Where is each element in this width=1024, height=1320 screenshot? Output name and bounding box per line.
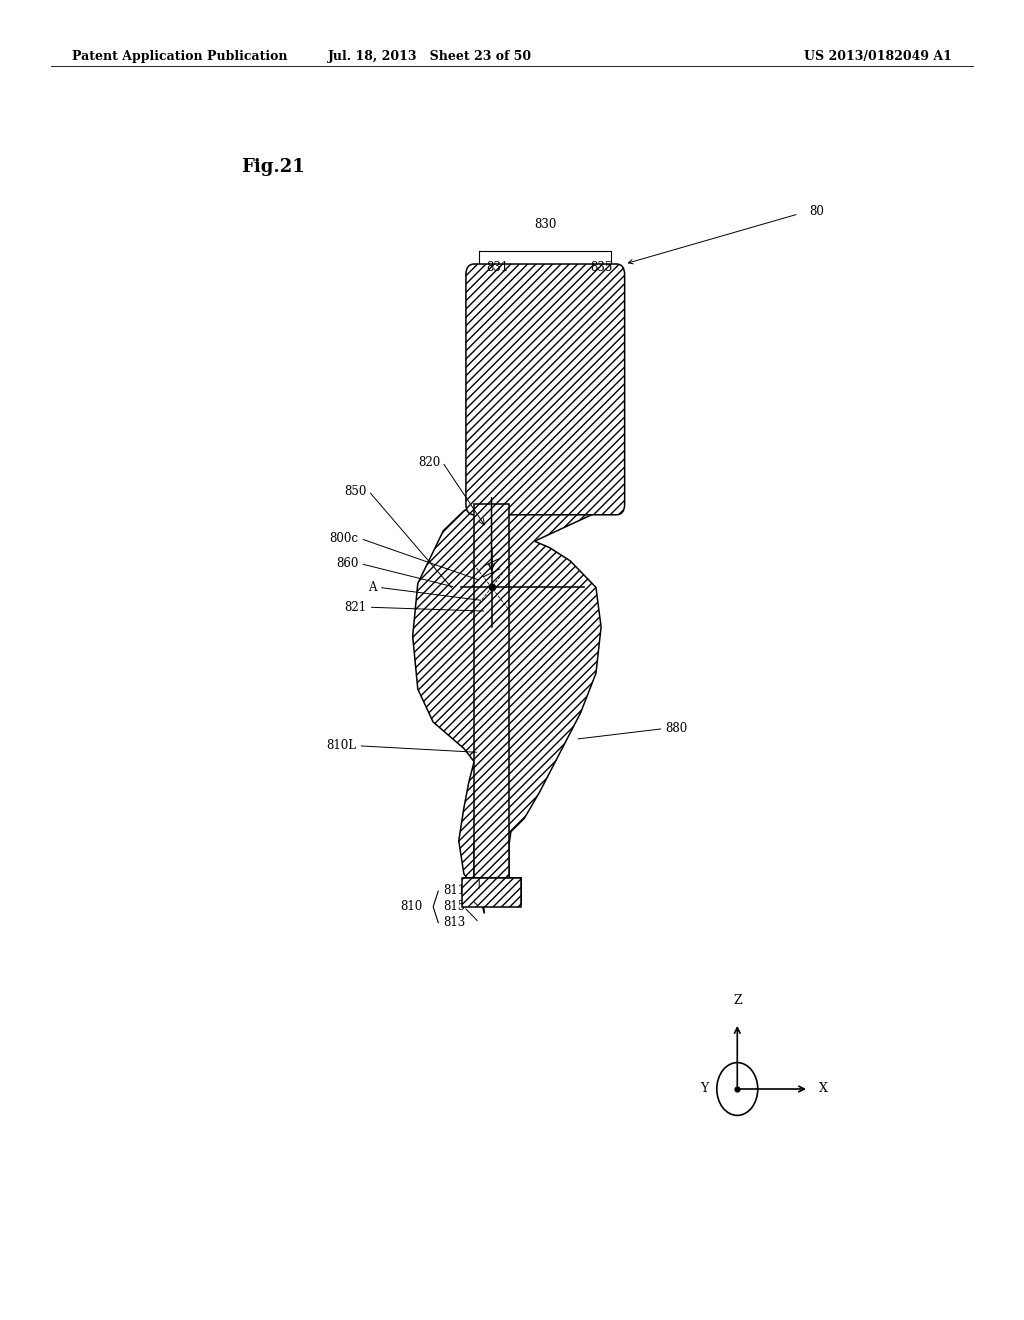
Polygon shape (413, 504, 614, 913)
Text: X: X (819, 1082, 828, 1096)
Text: Fig.21: Fig.21 (241, 158, 304, 177)
Text: 820: 820 (418, 455, 440, 469)
Text: 811: 811 (443, 884, 466, 898)
Text: Y: Y (700, 1082, 709, 1096)
Text: 800c: 800c (330, 532, 358, 545)
Text: Patent Application Publication: Patent Application Publication (72, 50, 287, 63)
Text: Z: Z (733, 994, 741, 1007)
Text: Jul. 18, 2013   Sheet 23 of 50: Jul. 18, 2013 Sheet 23 of 50 (328, 50, 532, 63)
Text: 835: 835 (590, 261, 612, 275)
Text: 831: 831 (486, 261, 509, 275)
Bar (474, 504, 509, 878)
Text: A: A (369, 581, 377, 594)
Bar (462, 878, 521, 907)
Text: 810L: 810L (327, 739, 356, 752)
Text: 813: 813 (443, 916, 466, 929)
FancyBboxPatch shape (466, 264, 625, 515)
Text: 80: 80 (809, 205, 824, 218)
Text: US 2013/0182049 A1: US 2013/0182049 A1 (805, 50, 952, 63)
Text: 850: 850 (344, 484, 367, 498)
Text: 830: 830 (535, 218, 556, 231)
Text: 810: 810 (400, 900, 423, 913)
Text: 880: 880 (666, 722, 688, 735)
Text: 860: 860 (336, 557, 358, 570)
Text: 815: 815 (443, 900, 466, 913)
Text: 821: 821 (344, 601, 367, 614)
